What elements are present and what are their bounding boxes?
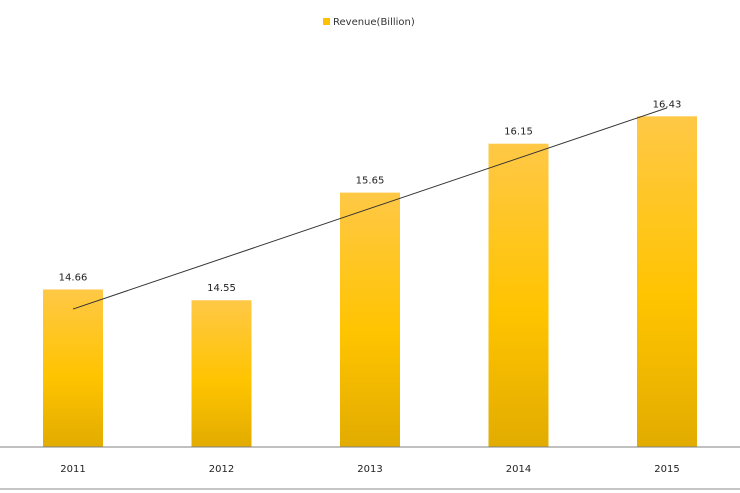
trendline [72,107,668,310]
legend-label-revenue: Revenue(Billion) [333,17,415,28]
bar-2011 [43,289,103,447]
bar-2015 [637,116,697,447]
x-tick-label-2012: 2012 [209,464,234,475]
data-labels-layer: 14.66 14.55 15.65 16.15 16.43 [59,99,682,294]
x-tick-label-2014: 2014 [506,464,531,475]
data-label-2013: 15.65 [356,176,385,187]
x-tick-labels-layer: 2011 2012 2013 2014 2015 [60,464,679,475]
bar-2014 [488,143,549,447]
bar-2013 [340,192,400,447]
data-label-2012: 14.55 [207,283,236,294]
data-label-2015: 16.43 [653,99,682,110]
bars-layer [43,116,697,447]
x-tick-label-2015: 2015 [654,464,679,475]
legend-swatch [323,18,330,25]
bar-2012 [191,300,252,447]
x-tick-label-2013: 2013 [357,464,382,475]
legend: Revenue(Billion) [323,17,415,28]
data-label-2011: 14.66 [59,272,88,283]
x-tick-label-2011: 2011 [60,464,85,475]
data-label-2014: 16.15 [504,127,533,138]
